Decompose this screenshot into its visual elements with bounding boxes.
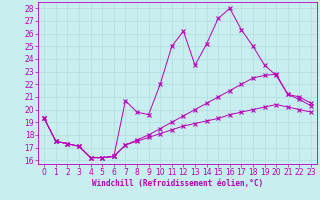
X-axis label: Windchill (Refroidissement éolien,°C): Windchill (Refroidissement éolien,°C) <box>92 179 263 188</box>
